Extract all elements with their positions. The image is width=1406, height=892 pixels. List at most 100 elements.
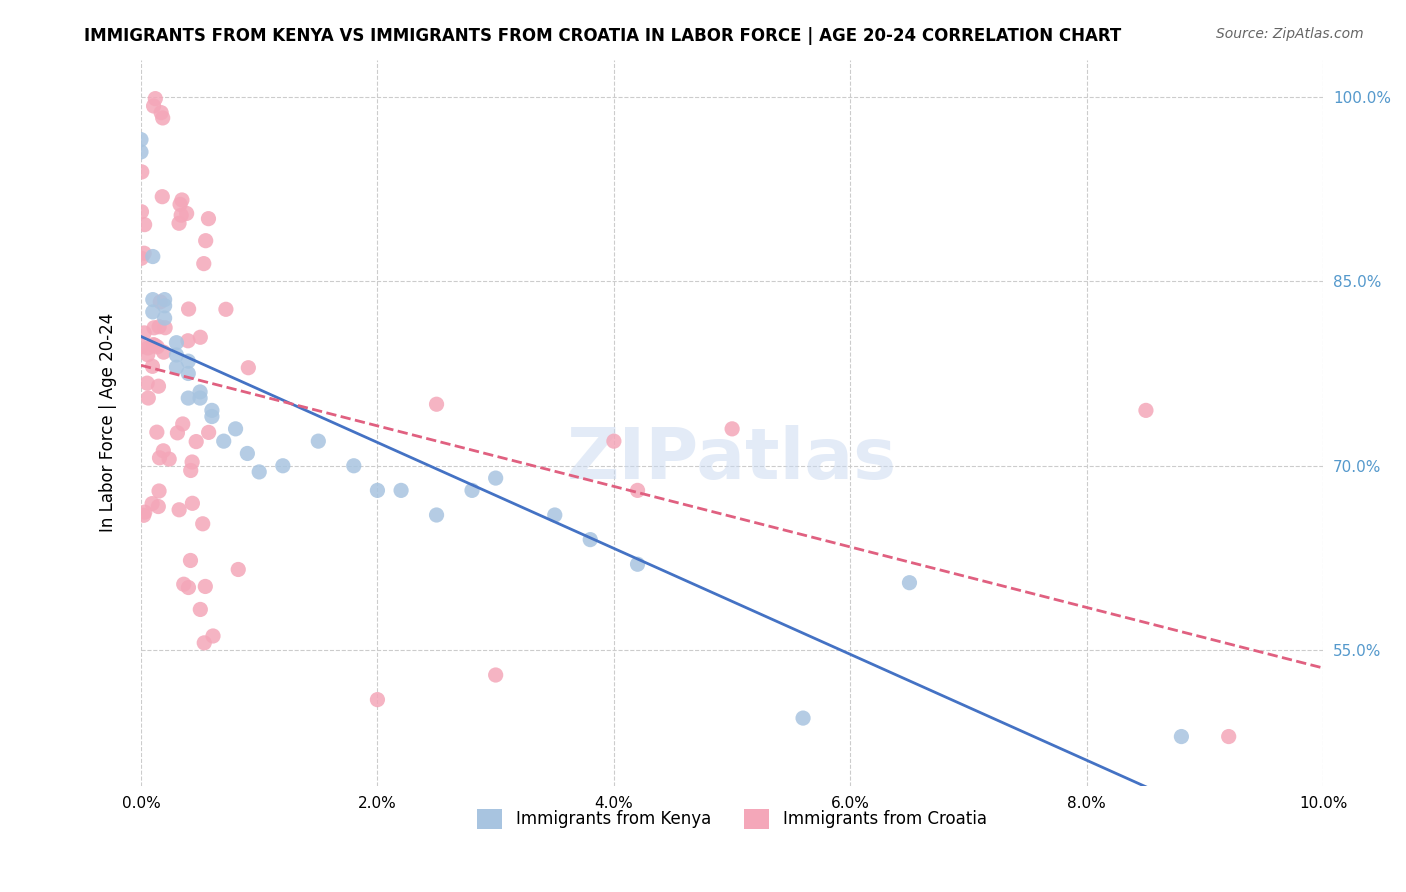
Point bbox=[212, 434, 235, 449]
Point bbox=[153, 320, 176, 334]
Point bbox=[136, 341, 159, 355]
Point bbox=[142, 99, 165, 113]
Point bbox=[134, 326, 156, 340]
Point bbox=[191, 516, 214, 531]
Point bbox=[238, 360, 260, 375]
Point bbox=[148, 319, 170, 334]
Point bbox=[1218, 730, 1240, 744]
Point bbox=[181, 455, 204, 469]
Point bbox=[579, 533, 602, 547]
Point bbox=[129, 133, 152, 147]
Point bbox=[129, 340, 152, 354]
Text: Source: ZipAtlas.com: Source: ZipAtlas.com bbox=[1216, 27, 1364, 41]
Point bbox=[179, 553, 201, 567]
Point bbox=[167, 216, 190, 230]
Point bbox=[146, 425, 169, 439]
Point bbox=[194, 579, 217, 593]
Point bbox=[170, 208, 193, 222]
Point bbox=[148, 379, 170, 393]
Point bbox=[181, 496, 204, 510]
Point bbox=[153, 299, 176, 313]
Point bbox=[142, 250, 165, 264]
Point bbox=[150, 105, 173, 120]
Point bbox=[225, 422, 247, 436]
Point bbox=[544, 508, 567, 522]
Point bbox=[150, 190, 173, 204]
Point bbox=[131, 165, 153, 179]
Point bbox=[188, 384, 211, 399]
Text: ZIPatlas: ZIPatlas bbox=[567, 425, 897, 493]
Point bbox=[129, 145, 152, 159]
Point bbox=[141, 359, 163, 374]
Point bbox=[194, 234, 217, 248]
Legend: Immigrants from Kenya, Immigrants from Croatia: Immigrants from Kenya, Immigrants from C… bbox=[471, 802, 994, 836]
Point bbox=[177, 391, 200, 405]
Point bbox=[169, 197, 191, 211]
Point bbox=[898, 575, 921, 590]
Point bbox=[131, 204, 153, 219]
Y-axis label: In Labor Force | Age 20-24: In Labor Force | Age 20-24 bbox=[100, 313, 117, 533]
Point bbox=[166, 425, 188, 440]
Point bbox=[177, 301, 200, 316]
Point bbox=[193, 257, 215, 271]
Point bbox=[152, 443, 174, 458]
Point bbox=[148, 450, 170, 465]
Point bbox=[1170, 730, 1192, 744]
Point bbox=[165, 348, 187, 362]
Point bbox=[247, 465, 270, 479]
Point bbox=[177, 367, 200, 381]
Point bbox=[142, 337, 165, 351]
Point bbox=[188, 330, 211, 344]
Point bbox=[143, 92, 166, 106]
Point bbox=[343, 458, 366, 473]
Point bbox=[197, 425, 219, 440]
Point bbox=[143, 338, 166, 352]
Point bbox=[215, 302, 238, 317]
Point bbox=[167, 503, 190, 517]
Point bbox=[1135, 403, 1157, 417]
Point bbox=[485, 668, 508, 682]
Point bbox=[131, 252, 153, 266]
Point bbox=[177, 581, 200, 595]
Point bbox=[193, 636, 215, 650]
Point bbox=[226, 562, 249, 576]
Point bbox=[142, 305, 165, 319]
Point bbox=[142, 293, 165, 307]
Point bbox=[132, 508, 155, 523]
Point bbox=[176, 206, 198, 220]
Point bbox=[149, 294, 172, 309]
Point bbox=[197, 211, 219, 226]
Point bbox=[201, 403, 224, 417]
Point bbox=[177, 354, 200, 368]
Point bbox=[389, 483, 412, 498]
Point bbox=[201, 409, 224, 424]
Point bbox=[236, 446, 259, 460]
Point bbox=[626, 483, 648, 498]
Point bbox=[792, 711, 814, 725]
Point bbox=[153, 311, 176, 326]
Point bbox=[425, 508, 447, 522]
Text: IMMIGRANTS FROM KENYA VS IMMIGRANTS FROM CROATIA IN LABOR FORCE | AGE 20-24 CORR: IMMIGRANTS FROM KENYA VS IMMIGRANTS FROM… bbox=[84, 27, 1122, 45]
Point bbox=[152, 111, 174, 125]
Point bbox=[134, 505, 156, 519]
Point bbox=[136, 348, 159, 362]
Point bbox=[148, 500, 170, 514]
Point bbox=[626, 558, 648, 572]
Point bbox=[366, 692, 388, 706]
Point bbox=[134, 218, 156, 232]
Point bbox=[148, 483, 170, 498]
Point bbox=[157, 452, 180, 467]
Point bbox=[307, 434, 329, 449]
Point bbox=[425, 397, 447, 411]
Point bbox=[721, 422, 744, 436]
Point bbox=[366, 483, 388, 498]
Point bbox=[146, 340, 169, 354]
Point bbox=[485, 471, 508, 485]
Point bbox=[165, 360, 187, 375]
Point bbox=[136, 391, 159, 405]
Point bbox=[141, 497, 163, 511]
Point bbox=[188, 602, 211, 616]
Point bbox=[172, 417, 194, 431]
Point bbox=[603, 434, 626, 449]
Point bbox=[202, 629, 225, 643]
